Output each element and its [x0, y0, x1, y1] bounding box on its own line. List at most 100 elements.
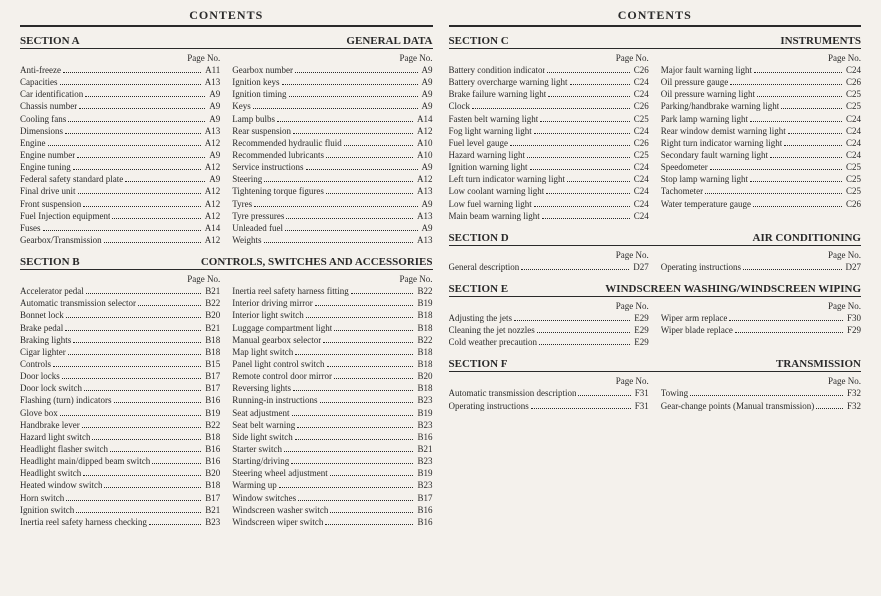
entry-label: Major fault warning light: [661, 64, 752, 76]
entry-label: Cooling fans: [20, 113, 66, 125]
toc-entry: TachometerC25: [661, 185, 861, 197]
entry-label: Ignition switch: [20, 504, 74, 516]
entry-page: B16: [203, 394, 220, 406]
entry-label: Ignition warning light: [449, 161, 528, 173]
section-title: AIR CONDITIONING: [753, 232, 862, 244]
leader-dots: [315, 305, 414, 306]
leader-dots: [542, 218, 630, 219]
entry-label: Headlight switch: [20, 467, 81, 479]
contents-title-right: CONTENTS: [449, 8, 862, 27]
leader-dots: [537, 332, 631, 333]
leader-dots: [73, 169, 201, 170]
entry-label: Oil pressure warning light: [661, 88, 755, 100]
entry-label: Cold weather precaution: [449, 336, 537, 348]
toc-entry: Flashing (turn) indicators B16: [20, 394, 220, 406]
leader-dots: [334, 378, 414, 379]
leader-dots: [527, 157, 630, 158]
leader-dots: [295, 72, 418, 73]
leader-dots: [76, 512, 201, 513]
entry-label: Ignition timing: [232, 88, 286, 100]
entry-label: Low coolant warning light: [449, 185, 545, 197]
toc-entry: Adjusting the jetsE29: [449, 312, 649, 324]
toc-entry: SteeringA12: [232, 173, 432, 185]
section-D: SECTION DAIR CONDITIONINGPage No.General…: [449, 232, 862, 273]
leader-dots: [770, 157, 842, 158]
entry-page: C24: [632, 76, 649, 88]
entry-page: B23: [415, 394, 432, 406]
entry-page: C26: [632, 100, 649, 112]
section-label: SECTION F: [449, 358, 508, 370]
entry-label: Rear window demist warning light: [661, 125, 786, 137]
entry-label: Flashing (turn) indicators: [20, 394, 112, 406]
leader-dots: [68, 121, 205, 122]
leader-dots: [282, 84, 418, 85]
leader-dots: [149, 524, 201, 525]
toc-entry: Seat adjustmentB19: [232, 407, 432, 419]
entry-label: Bonnet lock: [20, 309, 64, 321]
entry-page: F29: [845, 324, 861, 336]
leader-dots: [84, 390, 201, 391]
toc-entry: Service instructionsA9: [232, 161, 432, 173]
entry-page: A12: [203, 161, 221, 173]
toc-entry: Water temperature gaugeC26: [661, 198, 861, 210]
leader-dots: [326, 193, 413, 194]
toc-entry: Oil pressure warning light C25: [661, 88, 861, 100]
toc-entry: Battery condition indicator C26: [449, 64, 649, 76]
entry-label: Engine tuning: [20, 161, 71, 173]
leader-dots: [110, 451, 201, 452]
leader-dots: [327, 366, 414, 367]
entry-page: C26: [632, 137, 649, 149]
entry-page: C26: [632, 64, 649, 76]
entry-page: B20: [415, 370, 432, 382]
column-left: Page No.Accelerator pedalB21Automatic tr…: [20, 274, 220, 528]
entry-page: A14: [203, 222, 221, 234]
entry-label: Rear suspension: [232, 125, 291, 137]
toc-entry: Fog light warning lightC24: [449, 125, 649, 137]
entry-page: B22: [203, 419, 220, 431]
leader-dots: [83, 475, 201, 476]
entry-label: Battery condition indicator: [449, 64, 546, 76]
entry-page: A9: [420, 222, 433, 234]
leader-dots: [114, 402, 202, 403]
leader-dots: [66, 317, 201, 318]
toc-entry: SpeedometerC25: [661, 161, 861, 173]
toc-entry: Oil pressure gaugeC26: [661, 76, 861, 88]
entry-label: Heated window switch: [20, 479, 102, 491]
entry-page: A12: [203, 234, 221, 246]
page-no-label: Page No.: [232, 53, 432, 63]
entry-label: Luggage compartment light: [232, 322, 332, 334]
entry-page: A12: [203, 185, 221, 197]
page-no-label: Page No.: [661, 250, 861, 260]
column-right: Page No.TowingF32Gear-change points (Man…: [661, 376, 861, 411]
toc-entry: DimensionsA13: [20, 125, 220, 137]
entry-page: C25: [844, 185, 861, 197]
entry-label: Engine number: [20, 149, 75, 161]
leader-dots: [548, 96, 630, 97]
entry-page: A13: [415, 185, 433, 197]
entry-label: Reversing lights: [232, 382, 291, 394]
section-A: SECTION AGENERAL DATAPage No.Anti-freeze…: [20, 35, 433, 246]
entry-page: A12: [203, 198, 221, 210]
entry-page: B16: [415, 431, 432, 443]
entry-label: Adjusting the jets: [449, 312, 513, 324]
leader-dots: [578, 395, 630, 396]
entry-label: Brake failure warning light: [449, 88, 547, 100]
entry-label: Weights: [232, 234, 261, 246]
toc-entry: Car identificationA9: [20, 88, 220, 100]
toc-entry: Parking/handbrake warning lightC25: [661, 100, 861, 112]
leader-dots: [284, 451, 413, 452]
entry-page: C24: [632, 198, 649, 210]
toc-entry: Hazard light switchB18: [20, 431, 220, 443]
leader-dots: [710, 169, 842, 170]
entry-label: Fuel level gauge: [449, 137, 508, 149]
entry-page: B17: [203, 370, 220, 382]
leader-dots: [729, 320, 843, 321]
entry-label: Hazard light switch: [20, 431, 90, 443]
entry-label: Tightening torque figures: [232, 185, 324, 197]
entry-page: C25: [844, 88, 861, 100]
entry-page: F31: [633, 400, 649, 412]
entry-page: A9: [420, 161, 433, 173]
toc-entry: Operating instructionsF31: [449, 400, 649, 412]
leader-dots: [344, 145, 413, 146]
entry-label: Cleaning the jet nozzles: [449, 324, 535, 336]
